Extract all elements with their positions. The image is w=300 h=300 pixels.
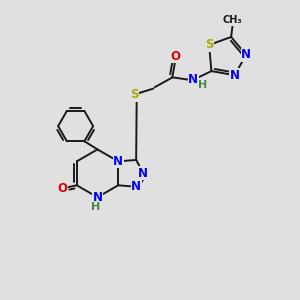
Text: H: H — [92, 202, 101, 212]
Text: N: N — [188, 74, 198, 86]
Text: N: N — [113, 155, 123, 168]
Text: N: N — [131, 180, 141, 193]
Text: N: N — [138, 167, 148, 180]
Text: O: O — [57, 182, 67, 195]
Text: H: H — [198, 80, 207, 90]
Text: O: O — [170, 50, 180, 63]
Text: S: S — [205, 38, 213, 52]
Text: N: N — [241, 48, 251, 62]
Text: S: S — [130, 88, 139, 101]
Text: CH₃: CH₃ — [223, 15, 242, 25]
Text: N: N — [230, 69, 239, 82]
Text: N: N — [92, 191, 103, 204]
